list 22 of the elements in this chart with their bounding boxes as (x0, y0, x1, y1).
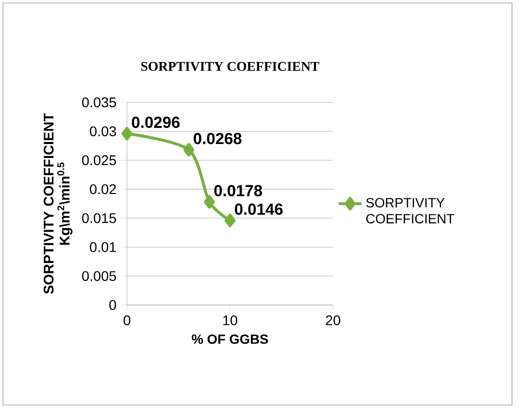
y-tick-label: 0.015 (82, 213, 116, 224)
y-tick-label: 0.005 (82, 271, 116, 282)
legend-label: SORPTIVITY COEFFICIENT (366, 198, 454, 224)
data-label: 0.0296 (132, 116, 180, 128)
y-tick-label: 0.025 (82, 155, 116, 166)
y-tick-label: 0.02 (90, 184, 116, 194)
data-label: 0.0178 (214, 185, 262, 196)
y-tick-label: 0.03 (90, 126, 116, 136)
x-tick-label: 20 (326, 315, 340, 326)
data-label: 0.0268 (194, 132, 242, 144)
point (122, 126, 132, 140)
y-tick-label: 0.035 (82, 97, 116, 108)
x-axis-title: % OF GGBS (192, 334, 268, 344)
point (224, 214, 236, 228)
point (183, 143, 194, 157)
x-tick-label: 0 (124, 315, 130, 326)
x-tick-label: 10 (223, 315, 238, 326)
chart-title: SORPTIVITY COEFFICIENT (141, 62, 320, 71)
point (204, 195, 215, 209)
y-tick-label: 0 (109, 300, 116, 310)
y-tick-label: 0.01 (90, 242, 116, 252)
data-label: 0.0146 (234, 204, 283, 215)
